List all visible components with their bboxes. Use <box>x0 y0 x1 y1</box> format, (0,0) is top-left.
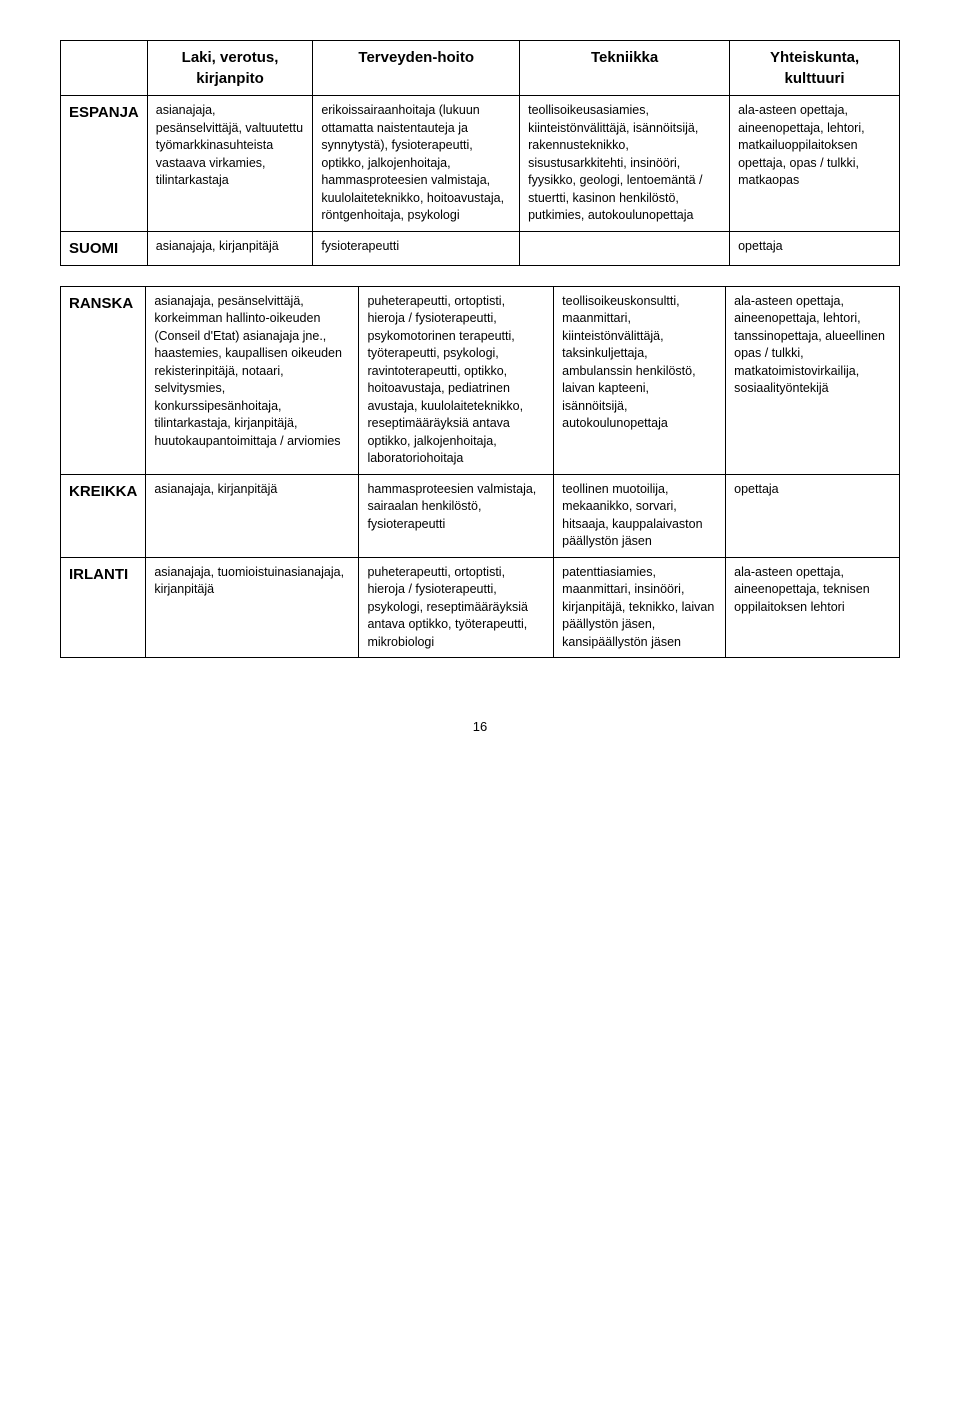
cell-ranska-law: asianajaja, pesänselvittäjä, korkeimman … <box>146 286 359 474</box>
cell-irlanti-tech: patenttiasiamies, maanmittari, insinööri… <box>554 557 726 658</box>
cell-irlanti-health: puheterapeutti, ortoptisti, hieroja / fy… <box>359 557 554 658</box>
header-tech: Tekniikka <box>520 41 730 96</box>
row-label-kreikka: KREIKKA <box>61 474 146 557</box>
header-health: Terveyden-hoito <box>313 41 520 96</box>
cell-kreikka-society: opettaja <box>726 474 900 557</box>
cell-espanja-law: asianajaja, pesänselvittäjä, valtuutettu… <box>147 96 313 232</box>
table-row: IRLANTI asianajaja, tuomioistuinasianaja… <box>61 557 900 658</box>
table-row: KREIKKA asianajaja, kirjanpitäjä hammasp… <box>61 474 900 557</box>
cell-ranska-health: puheterapeutti, ortoptisti, hieroja / fy… <box>359 286 554 474</box>
cell-kreikka-tech: teollinen muotoilija, mekaanikko, sorvar… <box>554 474 726 557</box>
table-row: RANSKA asianajaja, pesänselvittäjä, kork… <box>61 286 900 474</box>
row-label-espanja: ESPANJA <box>61 96 148 232</box>
cell-espanja-tech: teollisoikeusasiamies, kiinteistönvälitt… <box>520 96 730 232</box>
cell-suomi-society: opettaja <box>730 231 900 265</box>
cell-ranska-society: ala-asteen opettaja, aineenopettaja, leh… <box>726 286 900 474</box>
cell-kreikka-health: hammasproteesien valmistaja, sairaalan h… <box>359 474 554 557</box>
table-row: ESPANJA asianajaja, pesänselvittäjä, val… <box>61 96 900 232</box>
table-row: SUOMI asianajaja, kirjanpitäjä fysiotera… <box>61 231 900 265</box>
cell-suomi-tech <box>520 231 730 265</box>
page-number: 16 <box>60 718 900 736</box>
cell-kreikka-law: asianajaja, kirjanpitäjä <box>146 474 359 557</box>
cell-suomi-law: asianajaja, kirjanpitäjä <box>147 231 313 265</box>
row-label-irlanti: IRLANTI <box>61 557 146 658</box>
cell-espanja-health: erikoissairaanhoitaja (lukuun ottamatta … <box>313 96 520 232</box>
header-society: Yhteiskunta, kulttuuri <box>730 41 900 96</box>
cell-ranska-tech: teollisoikeuskonsultti, maanmittari, kii… <box>554 286 726 474</box>
row-label-suomi: SUOMI <box>61 231 148 265</box>
cell-espanja-society: ala-asteen opettaja, aineenopettaja, leh… <box>730 96 900 232</box>
table-header-row: Laki, verotus, kirjanpito Terveyden-hoit… <box>61 41 900 96</box>
cell-irlanti-law: asianajaja, tuomioistuinasianajaja, kirj… <box>146 557 359 658</box>
cell-suomi-health: fysioterapeutti <box>313 231 520 265</box>
cell-irlanti-society: ala-asteen opettaja, aineenopettaja, tek… <box>726 557 900 658</box>
header-empty <box>61 41 148 96</box>
profession-table-1: Laki, verotus, kirjanpito Terveyden-hoit… <box>60 40 900 266</box>
row-label-ranska: RANSKA <box>61 286 146 474</box>
profession-table-2: RANSKA asianajaja, pesänselvittäjä, kork… <box>60 286 900 659</box>
header-law: Laki, verotus, kirjanpito <box>147 41 313 96</box>
